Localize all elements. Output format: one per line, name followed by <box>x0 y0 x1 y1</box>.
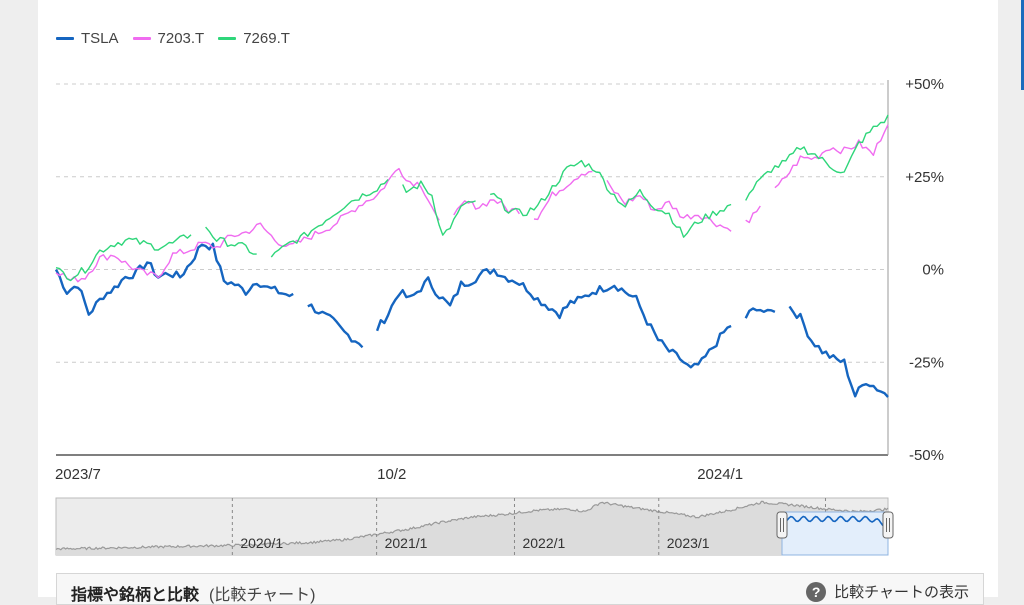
compare-section-header: 指標や銘柄と比較 (比較チャート) ? 比較チャートの表示 <box>56 573 984 605</box>
legend-label-7203: 7203.T <box>157 29 205 47</box>
compare-subtitle-text: (比較チャート) <box>209 587 316 604</box>
navigator-area <box>56 501 888 555</box>
y-tick-label: +25% <box>905 169 944 186</box>
legend-item-7269[interactable]: 7269.T <box>218 30 290 47</box>
compare-section-title: 指標や銘柄と比較 (比較チャート) <box>71 581 316 605</box>
navigator-tick-label: 2021/1 <box>385 535 428 551</box>
scroll-indicator <box>1021 0 1024 90</box>
y-tick-label: -25% <box>909 354 944 371</box>
compare-help-label: 比較チャートの表示 <box>834 584 969 601</box>
navigator-tick-label: 2023/1 <box>667 535 710 551</box>
y-tick-label: 0% <box>922 262 944 279</box>
legend-swatch-7269 <box>218 36 237 40</box>
chart-legend: TSLA 7203.T 7269.T <box>56 27 304 49</box>
compare-title-text: 指標や銘柄と比較 <box>71 587 200 604</box>
comparison-chart[interactable]: +50% +25% 0% -25% -50% 2023/7 10/2 2024/1 <box>0 0 1024 500</box>
navigator-line <box>55 500 889 551</box>
question-icon: ? <box>806 581 827 602</box>
navigator-tick-label: 2020/1 <box>240 535 283 551</box>
navigator-selected-line <box>781 515 889 527</box>
legend-label-7269: 7269.T <box>243 29 290 47</box>
legend-label-tsla: TSLA <box>81 29 119 47</box>
legend-item-tsla[interactable]: TSLA <box>56 30 119 47</box>
legend-swatch-7203 <box>132 36 151 40</box>
legend-item-7203[interactable]: 7203.T <box>132 29 205 47</box>
navigator-selection[interactable] <box>781 511 889 556</box>
series-line-7269-t <box>55 114 889 282</box>
x-tick-label: 2023/7 <box>55 466 101 483</box>
series-line-7203-t <box>55 124 889 283</box>
navigator-tick-label: 2022/1 <box>522 535 565 551</box>
navigator-handle-left[interactable] <box>776 511 788 539</box>
y-tick-label: +50% <box>905 76 944 93</box>
x-tick-label: 10/2 <box>377 466 406 483</box>
compare-help-link[interactable]: ? 比較チャートの表示 <box>806 581 969 602</box>
y-tick-label: -50% <box>909 447 944 464</box>
legend-swatch-tsla <box>56 36 74 40</box>
series-line-tsla <box>54 242 889 398</box>
x-tick-label: 2024/1 <box>697 466 743 483</box>
navigator-handle-right[interactable] <box>882 511 894 539</box>
